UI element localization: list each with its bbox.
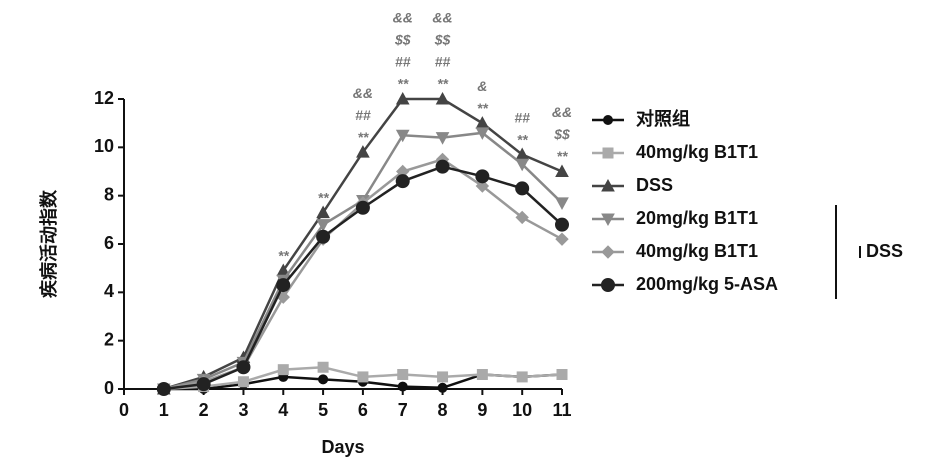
marker bbox=[238, 377, 248, 387]
marker bbox=[358, 372, 368, 382]
significance-mark: ** bbox=[477, 100, 488, 116]
y-tick-label: 12 bbox=[94, 88, 114, 108]
marker bbox=[356, 201, 369, 214]
x-tick-label: 4 bbox=[278, 400, 288, 420]
marker bbox=[602, 279, 615, 292]
marker bbox=[277, 279, 290, 292]
significance-mark: && bbox=[353, 85, 373, 101]
x-tick-label: 1 bbox=[159, 400, 169, 420]
x-tick-label: 11 bbox=[552, 400, 571, 420]
significance-mark: ** bbox=[557, 148, 568, 164]
marker bbox=[477, 370, 487, 380]
series-line bbox=[164, 133, 562, 389]
legend-label: 20mg/kg B1T1 bbox=[636, 208, 758, 228]
marker bbox=[318, 362, 328, 372]
legend-label: 40mg/kg B1T1 bbox=[636, 241, 758, 261]
legend-label: 40mg/kg B1T1 bbox=[636, 142, 758, 162]
marker bbox=[237, 361, 250, 374]
legend-group-label: DSS bbox=[866, 241, 903, 261]
marker bbox=[557, 370, 567, 380]
significance-mark: && bbox=[432, 10, 452, 26]
marker bbox=[438, 383, 447, 392]
significance-mark: ## bbox=[395, 54, 411, 70]
x-tick-label: 9 bbox=[477, 400, 487, 420]
marker bbox=[157, 383, 170, 396]
marker bbox=[398, 382, 407, 391]
marker bbox=[396, 175, 409, 188]
x-tick-label: 5 bbox=[318, 400, 328, 420]
marker bbox=[317, 230, 330, 243]
significance-mark: ## bbox=[355, 107, 371, 123]
y-axis-label: 疾病活动指数 bbox=[38, 189, 59, 298]
x-tick-label: 10 bbox=[512, 400, 532, 420]
significance-mark: ** bbox=[278, 247, 289, 263]
marker bbox=[556, 233, 568, 245]
significance-mark: ** bbox=[318, 189, 329, 205]
significance-mark: ** bbox=[357, 129, 368, 145]
significance-mark: & bbox=[477, 78, 487, 94]
y-tick-label: 10 bbox=[94, 136, 114, 156]
marker bbox=[436, 160, 449, 173]
marker bbox=[517, 372, 527, 382]
legend-label: 200mg/kg 5-ASA bbox=[636, 274, 778, 294]
y-tick-label: 4 bbox=[104, 281, 114, 301]
series-line bbox=[164, 159, 562, 389]
significance-mark: ** bbox=[517, 131, 528, 147]
significance-mark: $$ bbox=[394, 32, 411, 48]
marker bbox=[319, 375, 328, 384]
x-axis-label: Days bbox=[321, 437, 364, 457]
significance-mark: ## bbox=[435, 54, 451, 70]
x-tick-label: 6 bbox=[358, 400, 368, 420]
marker bbox=[603, 148, 613, 158]
x-tick-label: 2 bbox=[199, 400, 209, 420]
marker bbox=[476, 170, 489, 183]
legend-label: 对照组 bbox=[636, 108, 690, 129]
x-tick-label: 0 bbox=[119, 400, 129, 420]
significance-mark: && bbox=[393, 10, 413, 26]
y-tick-label: 2 bbox=[104, 329, 114, 349]
marker bbox=[602, 246, 614, 258]
marker bbox=[516, 182, 529, 195]
y-tick-label: 0 bbox=[104, 378, 114, 398]
significance-mark: ** bbox=[397, 76, 408, 92]
x-tick-label: 3 bbox=[238, 400, 248, 420]
marker bbox=[556, 198, 568, 209]
x-tick-label: 7 bbox=[398, 400, 408, 420]
marker bbox=[556, 218, 569, 231]
marker bbox=[438, 372, 448, 382]
significance-mark: ** bbox=[437, 76, 448, 92]
significance-mark: $$ bbox=[434, 32, 451, 48]
marker bbox=[278, 365, 288, 375]
significance-mark: ## bbox=[514, 109, 530, 125]
marker bbox=[197, 378, 210, 391]
legend-label: DSS bbox=[636, 175, 673, 195]
marker bbox=[604, 116, 613, 125]
significance-mark: $$ bbox=[553, 126, 570, 142]
y-tick-label: 6 bbox=[104, 233, 114, 253]
x-tick-label: 8 bbox=[438, 400, 448, 420]
significance-mark: && bbox=[552, 104, 572, 120]
marker bbox=[398, 370, 408, 380]
marker bbox=[476, 117, 488, 128]
y-tick-label: 8 bbox=[104, 184, 114, 204]
